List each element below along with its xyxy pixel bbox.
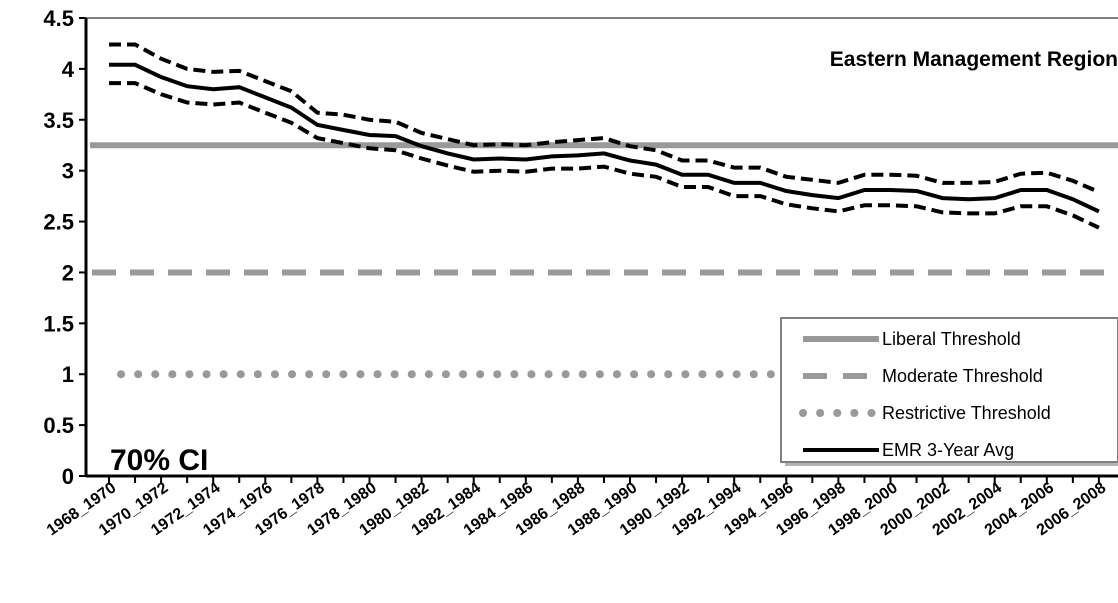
y-tick-label: 0 (62, 464, 74, 489)
y-tick-label: 2.5 (43, 210, 74, 235)
chart-title: Eastern Management Region (830, 48, 1118, 71)
y-tick-label: 3 (62, 159, 74, 184)
series-emr-3-year-avg (109, 62, 1100, 214)
legend-label-moderate-threshold: Moderate Threshold (882, 366, 1043, 386)
y-tick-label: 0.5 (43, 413, 74, 438)
y-tick-label: 3.5 (43, 108, 74, 133)
legend-label-liberal-threshold: Liberal Threshold (882, 329, 1021, 349)
legend-label-emr-3-year-avg: EMR 3-Year Avg (882, 440, 1014, 460)
ci-upper-line (109, 42, 1100, 194)
y-tick-label: 4.5 (43, 6, 74, 31)
series-layer (90, 42, 1118, 379)
y-tick-label: 4 (62, 57, 75, 82)
y-tick-label: 1 (62, 362, 74, 387)
y-tick-label: 2 (62, 260, 74, 285)
legend: Liberal Threshold Moderate Threshold Restr… (780, 317, 1118, 466)
y-tick-label: 1.5 (43, 311, 74, 336)
ci-lower-line (109, 81, 1100, 230)
ci-annotation: 70% CI (110, 444, 208, 477)
legend-label-restrictive-threshold: Restrictive Threshold (882, 403, 1051, 423)
